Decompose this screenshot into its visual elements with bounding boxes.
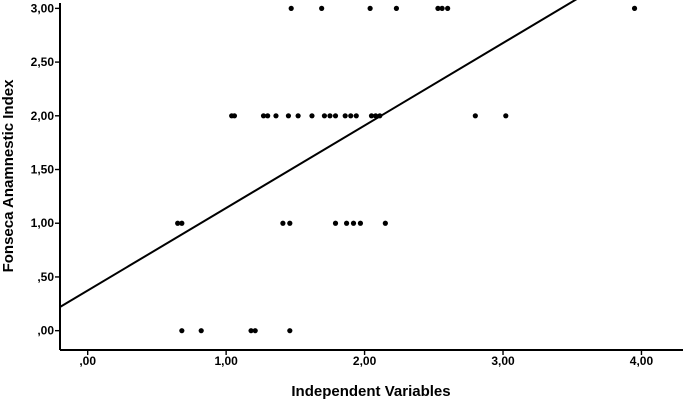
data-point xyxy=(377,113,383,119)
x-tick-label: 3,00 xyxy=(491,354,515,368)
data-point xyxy=(287,328,293,334)
data-point xyxy=(198,328,204,334)
data-point xyxy=(445,5,451,11)
y-tick-label: ,50 xyxy=(37,270,54,284)
y-tick-label: ,00 xyxy=(37,324,54,338)
regression-line-group xyxy=(59,0,578,308)
y-tick-label: 3,00 xyxy=(31,1,55,15)
data-point xyxy=(288,5,294,11)
y-axis-ticks: ,00 ,50 1,00 1,50 2,00 2,50 3,00 xyxy=(31,1,60,338)
data-points xyxy=(175,5,638,334)
data-point xyxy=(309,113,315,119)
y-tick-label: 2,50 xyxy=(31,55,55,69)
data-point xyxy=(248,328,254,334)
data-point xyxy=(273,113,279,119)
data-point xyxy=(631,5,638,11)
regression-line xyxy=(59,0,578,308)
data-point xyxy=(231,113,238,119)
data-point xyxy=(285,113,292,119)
data-point xyxy=(327,113,333,119)
data-point xyxy=(295,113,301,119)
data-point xyxy=(357,220,364,226)
data-point xyxy=(393,5,400,11)
y-axis-title: Fonseca Anamnestic Index xyxy=(0,79,17,272)
data-point xyxy=(280,220,286,226)
data-point xyxy=(287,220,293,226)
y-tick-label: 2,00 xyxy=(31,109,55,123)
y-tick-label: 1,50 xyxy=(31,163,55,177)
data-point xyxy=(252,328,258,334)
data-point xyxy=(439,5,445,11)
x-tick-label: 1,00 xyxy=(214,354,238,368)
y-tick-label: 1,00 xyxy=(31,216,55,230)
data-point xyxy=(348,113,354,119)
data-point xyxy=(367,5,373,11)
data-point xyxy=(265,113,271,119)
plot-area: ,00 1,00 2,00 3,00 4,00 ,00 ,50 1,00 1,50 2,00 2,… xyxy=(31,0,683,368)
data-point xyxy=(260,113,267,119)
x-axis-title: Independent Variables xyxy=(291,383,450,400)
data-point xyxy=(382,220,388,226)
data-point xyxy=(343,220,350,226)
data-point xyxy=(472,113,478,119)
data-point xyxy=(342,113,348,119)
x-tick-label: 2,00 xyxy=(353,354,377,368)
data-point xyxy=(332,113,339,119)
data-point xyxy=(373,113,379,119)
data-point xyxy=(435,5,441,11)
x-tick-label: 4,00 xyxy=(630,354,654,368)
data-point xyxy=(179,220,185,226)
data-point xyxy=(175,220,181,226)
data-point xyxy=(321,113,328,119)
data-point xyxy=(503,113,509,119)
x-axis-ticks: ,00 1,00 2,00 3,00 4,00 xyxy=(79,350,653,368)
data-point xyxy=(179,328,185,334)
data-point xyxy=(332,220,339,226)
data-point xyxy=(350,220,357,226)
x-tick-label: ,00 xyxy=(79,354,96,368)
data-point xyxy=(353,113,359,119)
data-point xyxy=(319,5,325,11)
data-point xyxy=(368,113,375,119)
